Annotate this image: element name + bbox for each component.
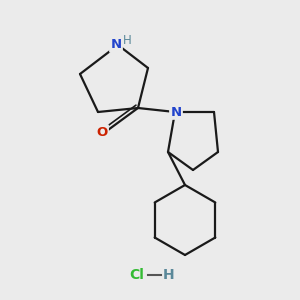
Text: O: O <box>96 125 108 139</box>
Text: Cl: Cl <box>130 268 144 282</box>
Text: H: H <box>163 268 175 282</box>
Text: N: N <box>170 106 182 118</box>
Text: N: N <box>110 38 122 52</box>
Text: H: H <box>123 34 131 46</box>
